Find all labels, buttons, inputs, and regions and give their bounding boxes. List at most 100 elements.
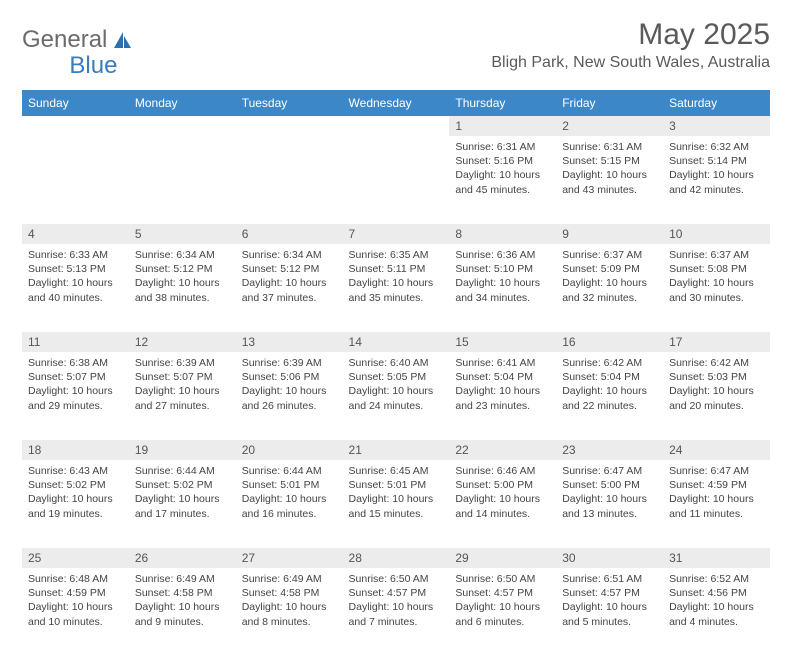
- sunset-text: Sunset: 5:07 PM: [135, 370, 230, 384]
- daylight-text: Daylight: 10 hours and 42 minutes.: [669, 168, 764, 196]
- sunrise-text: Sunrise: 6:40 AM: [349, 356, 444, 370]
- day-number: 3: [663, 116, 770, 136]
- daylight-text: Daylight: 10 hours and 35 minutes.: [349, 276, 444, 304]
- day-details: Sunrise: 6:34 AMSunset: 5:12 PMDaylight:…: [236, 244, 343, 311]
- daylight-text: Daylight: 10 hours and 17 minutes.: [135, 492, 230, 520]
- sunrise-text: Sunrise: 6:37 AM: [669, 248, 764, 262]
- sunset-text: Sunset: 5:03 PM: [669, 370, 764, 384]
- calendar-cell: Sunrise: 6:42 AMSunset: 5:04 PMDaylight:…: [556, 352, 663, 440]
- sunset-text: Sunset: 4:58 PM: [242, 586, 337, 600]
- calendar-cell: Sunrise: 6:31 AMSunset: 5:16 PMDaylight:…: [449, 136, 556, 224]
- calendar-cell: Sunrise: 6:31 AMSunset: 5:15 PMDaylight:…: [556, 136, 663, 224]
- daylight-text: Daylight: 10 hours and 7 minutes.: [349, 600, 444, 628]
- day-number: [129, 116, 236, 122]
- day-details: Sunrise: 6:51 AMSunset: 4:57 PMDaylight:…: [556, 568, 663, 635]
- sunset-text: Sunset: 5:00 PM: [455, 478, 550, 492]
- calendar-header: SundayMondayTuesdayWednesdayThursdayFrid…: [22, 90, 770, 116]
- day-details: Sunrise: 6:52 AMSunset: 4:56 PMDaylight:…: [663, 568, 770, 635]
- brand-logo: General: [22, 18, 135, 54]
- calendar-cell: Sunrise: 6:46 AMSunset: 5:00 PMDaylight:…: [449, 460, 556, 548]
- sunrise-text: Sunrise: 6:50 AM: [455, 572, 550, 586]
- daylight-text: Daylight: 10 hours and 37 minutes.: [242, 276, 337, 304]
- sunrise-text: Sunrise: 6:42 AM: [669, 356, 764, 370]
- sunrise-text: Sunrise: 6:37 AM: [562, 248, 657, 262]
- weekday-header: Wednesday: [343, 90, 450, 116]
- sunset-text: Sunset: 5:08 PM: [669, 262, 764, 276]
- sunset-text: Sunset: 5:05 PM: [349, 370, 444, 384]
- day-number: [343, 116, 450, 122]
- sunrise-text: Sunrise: 6:52 AM: [669, 572, 764, 586]
- calendar-cell: Sunrise: 6:38 AMSunset: 5:07 PMDaylight:…: [22, 352, 129, 440]
- sunrise-text: Sunrise: 6:51 AM: [562, 572, 657, 586]
- day-number: 1: [449, 116, 556, 136]
- sunrise-text: Sunrise: 6:41 AM: [455, 356, 550, 370]
- calendar-table: SundayMondayTuesdayWednesdayThursdayFrid…: [22, 90, 770, 656]
- weekday-header: Thursday: [449, 90, 556, 116]
- daylight-text: Daylight: 10 hours and 8 minutes.: [242, 600, 337, 628]
- sunset-text: Sunset: 5:15 PM: [562, 154, 657, 168]
- sunrise-text: Sunrise: 6:39 AM: [242, 356, 337, 370]
- day-number: 11: [22, 332, 129, 352]
- calendar-body: 123Sunrise: 6:31 AMSunset: 5:16 PMDaylig…: [22, 116, 770, 656]
- daylight-text: Daylight: 10 hours and 32 minutes.: [562, 276, 657, 304]
- day-details: Sunrise: 6:34 AMSunset: 5:12 PMDaylight:…: [129, 244, 236, 311]
- sunrise-text: Sunrise: 6:47 AM: [669, 464, 764, 478]
- weekday-header: Tuesday: [236, 90, 343, 116]
- calendar-cell: Sunrise: 6:48 AMSunset: 4:59 PMDaylight:…: [22, 568, 129, 656]
- day-details: Sunrise: 6:39 AMSunset: 5:07 PMDaylight:…: [129, 352, 236, 419]
- sunrise-text: Sunrise: 6:49 AM: [135, 572, 230, 586]
- day-details: Sunrise: 6:44 AMSunset: 5:02 PMDaylight:…: [129, 460, 236, 527]
- day-details: Sunrise: 6:37 AMSunset: 5:09 PMDaylight:…: [556, 244, 663, 311]
- weekday-header: Saturday: [663, 90, 770, 116]
- day-details: Sunrise: 6:50 AMSunset: 4:57 PMDaylight:…: [343, 568, 450, 635]
- day-details: Sunrise: 6:46 AMSunset: 5:00 PMDaylight:…: [449, 460, 556, 527]
- calendar-cell: Sunrise: 6:50 AMSunset: 4:57 PMDaylight:…: [449, 568, 556, 656]
- calendar-cell: Sunrise: 6:47 AMSunset: 5:00 PMDaylight:…: [556, 460, 663, 548]
- sunrise-text: Sunrise: 6:45 AM: [349, 464, 444, 478]
- brand-part2: Blue: [69, 52, 117, 80]
- daylight-text: Daylight: 10 hours and 27 minutes.: [135, 384, 230, 412]
- day-details: Sunrise: 6:32 AMSunset: 5:14 PMDaylight:…: [663, 136, 770, 203]
- calendar-cell: Sunrise: 6:34 AMSunset: 5:12 PMDaylight:…: [236, 244, 343, 332]
- calendar-cell: Sunrise: 6:51 AMSunset: 4:57 PMDaylight:…: [556, 568, 663, 656]
- calendar-cell: Sunrise: 6:44 AMSunset: 5:02 PMDaylight:…: [129, 460, 236, 548]
- day-details: Sunrise: 6:44 AMSunset: 5:01 PMDaylight:…: [236, 460, 343, 527]
- day-details: Sunrise: 6:33 AMSunset: 5:13 PMDaylight:…: [22, 244, 129, 311]
- sunset-text: Sunset: 5:14 PM: [669, 154, 764, 168]
- daylight-text: Daylight: 10 hours and 5 minutes.: [562, 600, 657, 628]
- calendar-cell: Sunrise: 6:52 AMSunset: 4:56 PMDaylight:…: [663, 568, 770, 656]
- day-details: Sunrise: 6:31 AMSunset: 5:15 PMDaylight:…: [556, 136, 663, 203]
- daylight-text: Daylight: 10 hours and 15 minutes.: [349, 492, 444, 520]
- day-details: Sunrise: 6:36 AMSunset: 5:10 PMDaylight:…: [449, 244, 556, 311]
- day-number: 22: [449, 440, 556, 460]
- calendar-cell: Sunrise: 6:35 AMSunset: 5:11 PMDaylight:…: [343, 244, 450, 332]
- month-title: May 2025: [491, 18, 770, 52]
- calendar-cell: Sunrise: 6:40 AMSunset: 5:05 PMDaylight:…: [343, 352, 450, 440]
- day-details: Sunrise: 6:47 AMSunset: 5:00 PMDaylight:…: [556, 460, 663, 527]
- day-number: 15: [449, 332, 556, 352]
- weekday-header: Sunday: [22, 90, 129, 116]
- daylight-text: Daylight: 10 hours and 19 minutes.: [28, 492, 123, 520]
- calendar-cell: Sunrise: 6:37 AMSunset: 5:08 PMDaylight:…: [663, 244, 770, 332]
- calendar-cell: [129, 136, 236, 224]
- sunset-text: Sunset: 5:12 PM: [135, 262, 230, 276]
- day-details: Sunrise: 6:47 AMSunset: 4:59 PMDaylight:…: [663, 460, 770, 527]
- calendar-cell: Sunrise: 6:36 AMSunset: 5:10 PMDaylight:…: [449, 244, 556, 332]
- calendar-cell: Sunrise: 6:37 AMSunset: 5:09 PMDaylight:…: [556, 244, 663, 332]
- sunrise-text: Sunrise: 6:31 AM: [562, 140, 657, 154]
- day-number: 20: [236, 440, 343, 460]
- day-number: 30: [556, 548, 663, 568]
- day-details: Sunrise: 6:39 AMSunset: 5:06 PMDaylight:…: [236, 352, 343, 419]
- day-details: Sunrise: 6:43 AMSunset: 5:02 PMDaylight:…: [22, 460, 129, 527]
- day-details: Sunrise: 6:48 AMSunset: 4:59 PMDaylight:…: [22, 568, 129, 635]
- calendar-cell: Sunrise: 6:39 AMSunset: 5:06 PMDaylight:…: [236, 352, 343, 440]
- calendar-cell: Sunrise: 6:39 AMSunset: 5:07 PMDaylight:…: [129, 352, 236, 440]
- sunset-text: Sunset: 5:04 PM: [455, 370, 550, 384]
- day-number: 16: [556, 332, 663, 352]
- sunset-text: Sunset: 5:07 PM: [28, 370, 123, 384]
- day-number: 4: [22, 224, 129, 244]
- sunset-text: Sunset: 5:01 PM: [242, 478, 337, 492]
- sunset-text: Sunset: 5:10 PM: [455, 262, 550, 276]
- day-details: Sunrise: 6:45 AMSunset: 5:01 PMDaylight:…: [343, 460, 450, 527]
- sunset-text: Sunset: 4:59 PM: [669, 478, 764, 492]
